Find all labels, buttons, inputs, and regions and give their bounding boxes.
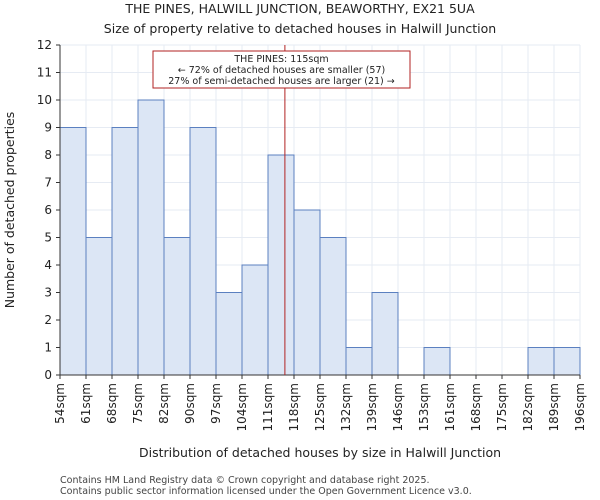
annotation-line-1: THE PINES: 115sqm — [233, 54, 328, 65]
y-tick-label: 5 — [44, 231, 52, 245]
bar — [189, 127, 217, 376]
x-tick-label: 196sqm — [573, 383, 587, 431]
x-tick-label: 139sqm — [365, 383, 379, 431]
bar — [163, 237, 191, 376]
x-tick-label: 82sqm — [157, 383, 171, 424]
x-tick-label: 161sqm — [443, 383, 457, 431]
footer-line-2: Contains public sector information licen… — [60, 486, 472, 497]
annotation-box: THE PINES: 115sqm ← 72% of detached hous… — [152, 50, 411, 89]
x-tick-label: 90sqm — [183, 383, 197, 424]
x-tick-label: 146sqm — [391, 383, 405, 431]
y-tick-label: 7 — [44, 176, 52, 190]
bar — [215, 292, 243, 376]
bar — [293, 209, 321, 376]
y-axis-label: Number of detached properties — [2, 112, 17, 309]
chart-title: THE PINES, HALWILL JUNCTION, BEAWORTHY, … — [124, 1, 475, 16]
bar — [345, 347, 373, 376]
x-ticks-layer: 54sqm 61sqm 68sqm 75sqm 82sqm 90sqm 97sqm 104sq… — [53, 375, 587, 431]
y-tick-label: 9 — [44, 121, 52, 135]
y-tick-label: 2 — [44, 313, 52, 327]
annotation-line-3: 27% of semi-detached houses are larger (… — [168, 76, 395, 87]
x-tick-label: 168sqm — [469, 383, 483, 431]
x-tick-label: 61sqm — [79, 383, 93, 424]
bar — [527, 347, 555, 376]
bars-layer — [59, 99, 581, 376]
x-tick-label: 182sqm — [521, 383, 535, 431]
y-tick-label: 1 — [44, 341, 52, 355]
y-tick-label: 11 — [37, 66, 52, 80]
x-tick-label: 75sqm — [131, 383, 145, 424]
bar — [111, 127, 139, 376]
x-tick-label: 189sqm — [547, 383, 561, 431]
annotation-border — [152, 50, 411, 89]
x-tick-label: 125sqm — [313, 383, 327, 431]
y-tick-label: 10 — [37, 93, 52, 107]
y-tick-label: 0 — [44, 368, 52, 382]
x-tick-label: 153sqm — [417, 383, 431, 431]
y-tick-label: 6 — [44, 203, 52, 217]
chart-subtitle: Size of property relative to detached ho… — [104, 21, 496, 36]
x-tick-label: 104sqm — [235, 383, 249, 431]
footer-line-1: Contains HM Land Registry data © Crown c… — [60, 475, 430, 486]
x-tick-label: 118sqm — [287, 383, 301, 431]
y-tick-label: 8 — [44, 148, 52, 162]
bar — [137, 99, 165, 376]
annotation-line-2: ← 72% of detached houses are smaller (57… — [178, 65, 385, 76]
x-tick-label: 54sqm — [53, 383, 67, 424]
bar — [319, 237, 347, 376]
bar — [423, 347, 451, 376]
bar — [267, 154, 295, 376]
y-tick-label: 3 — [44, 286, 52, 300]
bar — [85, 237, 113, 376]
x-axis-label: Distribution of detached houses by size … — [139, 445, 501, 460]
x-tick-label: 132sqm — [339, 383, 353, 431]
bar — [371, 292, 399, 376]
x-tick-label: 175sqm — [495, 383, 509, 431]
y-tick-label: 4 — [44, 258, 52, 272]
bar — [241, 264, 269, 376]
y-tick-label: 12 — [37, 38, 52, 52]
bar — [553, 347, 581, 376]
x-tick-label: 68sqm — [105, 383, 119, 424]
x-tick-label: 111sqm — [261, 383, 275, 431]
bar — [59, 127, 87, 376]
x-tick-label: 97sqm — [209, 383, 223, 424]
